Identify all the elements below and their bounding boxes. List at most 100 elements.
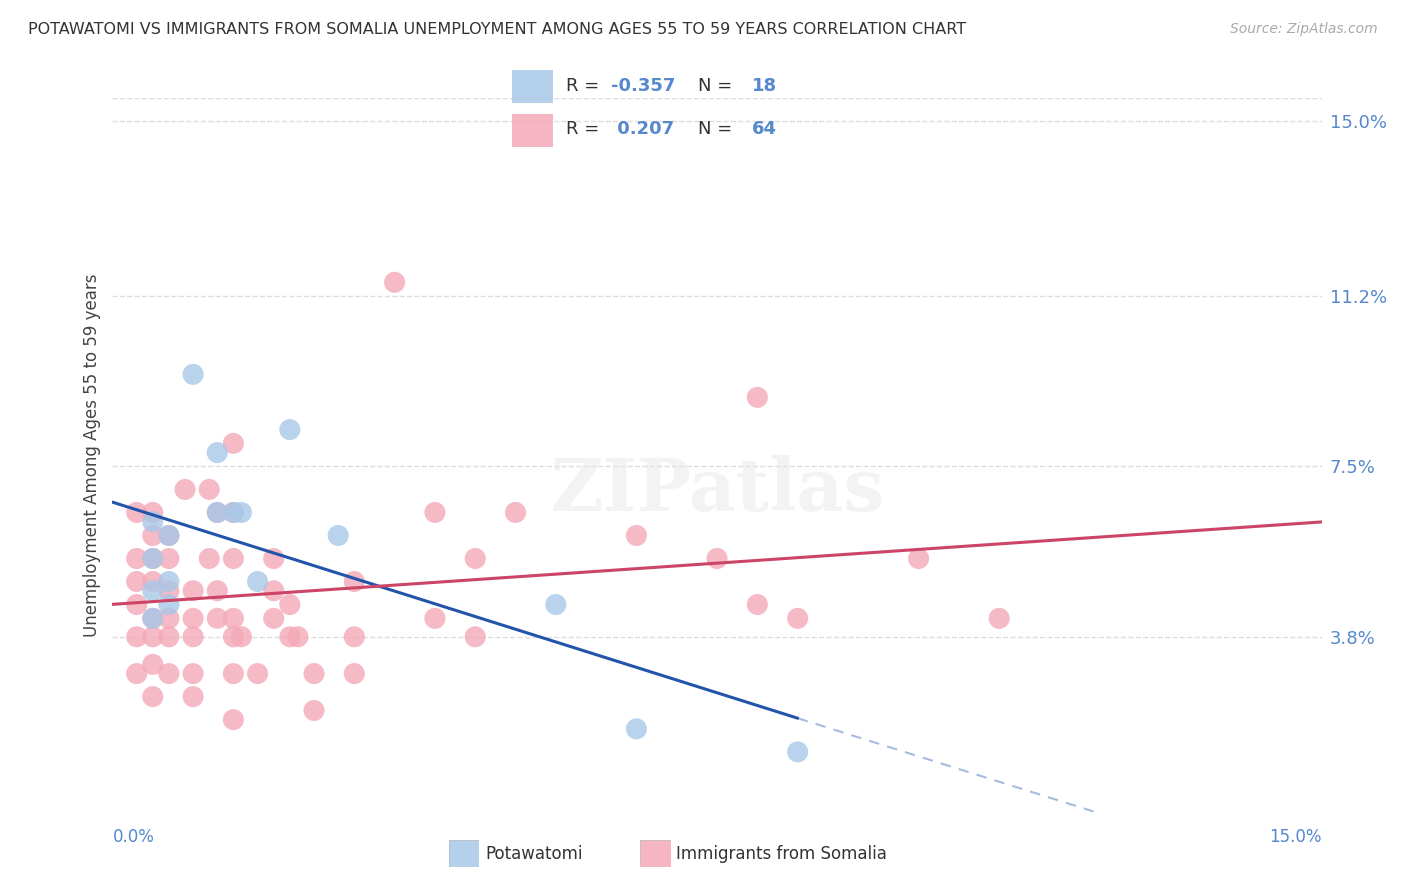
- Bar: [512, 70, 553, 103]
- Point: [198, 551, 221, 566]
- Point: [222, 551, 245, 566]
- Point: [142, 657, 165, 672]
- Y-axis label: Unemployment Among Ages 55 to 59 years: Unemployment Among Ages 55 to 59 years: [83, 273, 101, 637]
- Point: [278, 423, 301, 437]
- Point: [181, 611, 204, 625]
- Point: [174, 483, 197, 497]
- Text: R =: R =: [565, 120, 605, 138]
- Text: Potawatomi: Potawatomi: [485, 845, 582, 863]
- Text: Source: ZipAtlas.com: Source: ZipAtlas.com: [1230, 22, 1378, 37]
- Point: [343, 574, 366, 589]
- Bar: [512, 114, 553, 147]
- Point: [142, 528, 165, 542]
- Point: [222, 666, 245, 681]
- Point: [626, 722, 648, 736]
- Point: [222, 630, 245, 644]
- Point: [207, 611, 229, 625]
- Point: [747, 598, 769, 612]
- Point: [907, 551, 929, 566]
- Point: [142, 630, 165, 644]
- Point: [157, 574, 180, 589]
- Point: [157, 551, 180, 566]
- Point: [142, 583, 165, 598]
- Point: [207, 506, 229, 520]
- Text: N =: N =: [699, 78, 738, 95]
- Point: [278, 630, 301, 644]
- Point: [142, 551, 165, 566]
- Text: N =: N =: [699, 120, 738, 138]
- Point: [706, 551, 728, 566]
- Point: [222, 713, 245, 727]
- Point: [302, 666, 325, 681]
- Point: [222, 436, 245, 450]
- Text: 64: 64: [752, 120, 778, 138]
- Point: [423, 611, 446, 625]
- Point: [263, 583, 285, 598]
- Point: [231, 630, 253, 644]
- Point: [125, 630, 148, 644]
- Point: [464, 630, 486, 644]
- Text: 0.207: 0.207: [612, 120, 675, 138]
- Point: [142, 611, 165, 625]
- Point: [125, 574, 148, 589]
- Point: [157, 583, 180, 598]
- Point: [157, 598, 180, 612]
- Point: [157, 630, 180, 644]
- Point: [222, 611, 245, 625]
- Point: [157, 611, 180, 625]
- Point: [157, 528, 180, 542]
- Point: [222, 506, 245, 520]
- Point: [423, 506, 446, 520]
- Text: R =: R =: [565, 78, 605, 95]
- Point: [626, 528, 648, 542]
- Point: [157, 666, 180, 681]
- Point: [142, 690, 165, 704]
- Point: [181, 630, 204, 644]
- Point: [343, 630, 366, 644]
- Point: [181, 583, 204, 598]
- Point: [142, 611, 165, 625]
- Point: [786, 611, 808, 625]
- Point: [142, 515, 165, 529]
- Point: [181, 666, 204, 681]
- Point: [287, 630, 309, 644]
- Point: [125, 506, 148, 520]
- Point: [207, 583, 229, 598]
- Point: [263, 551, 285, 566]
- Point: [222, 506, 245, 520]
- Point: [343, 666, 366, 681]
- Point: [246, 666, 269, 681]
- Point: [125, 551, 148, 566]
- Point: [125, 666, 148, 681]
- Point: [544, 598, 567, 612]
- Point: [142, 506, 165, 520]
- Point: [181, 368, 204, 382]
- Point: [181, 690, 204, 704]
- Text: ZIPatlas: ZIPatlas: [550, 455, 884, 526]
- Point: [125, 598, 148, 612]
- Text: 18: 18: [752, 78, 778, 95]
- Point: [384, 275, 406, 289]
- Text: Immigrants from Somalia: Immigrants from Somalia: [676, 845, 887, 863]
- Point: [207, 506, 229, 520]
- Point: [747, 390, 769, 404]
- Text: -0.357: -0.357: [612, 78, 676, 95]
- Point: [207, 445, 229, 459]
- Point: [157, 528, 180, 542]
- Point: [505, 506, 527, 520]
- Point: [142, 551, 165, 566]
- Text: 0.0%: 0.0%: [112, 828, 155, 846]
- Point: [246, 574, 269, 589]
- Point: [263, 611, 285, 625]
- Point: [142, 574, 165, 589]
- Point: [988, 611, 1011, 625]
- Text: 15.0%: 15.0%: [1270, 828, 1322, 846]
- Point: [198, 483, 221, 497]
- Text: POTAWATOMI VS IMMIGRANTS FROM SOMALIA UNEMPLOYMENT AMONG AGES 55 TO 59 YEARS COR: POTAWATOMI VS IMMIGRANTS FROM SOMALIA UN…: [28, 22, 966, 37]
- Point: [464, 551, 486, 566]
- Point: [328, 528, 350, 542]
- Point: [278, 598, 301, 612]
- Point: [231, 506, 253, 520]
- Point: [786, 745, 808, 759]
- Point: [302, 703, 325, 717]
